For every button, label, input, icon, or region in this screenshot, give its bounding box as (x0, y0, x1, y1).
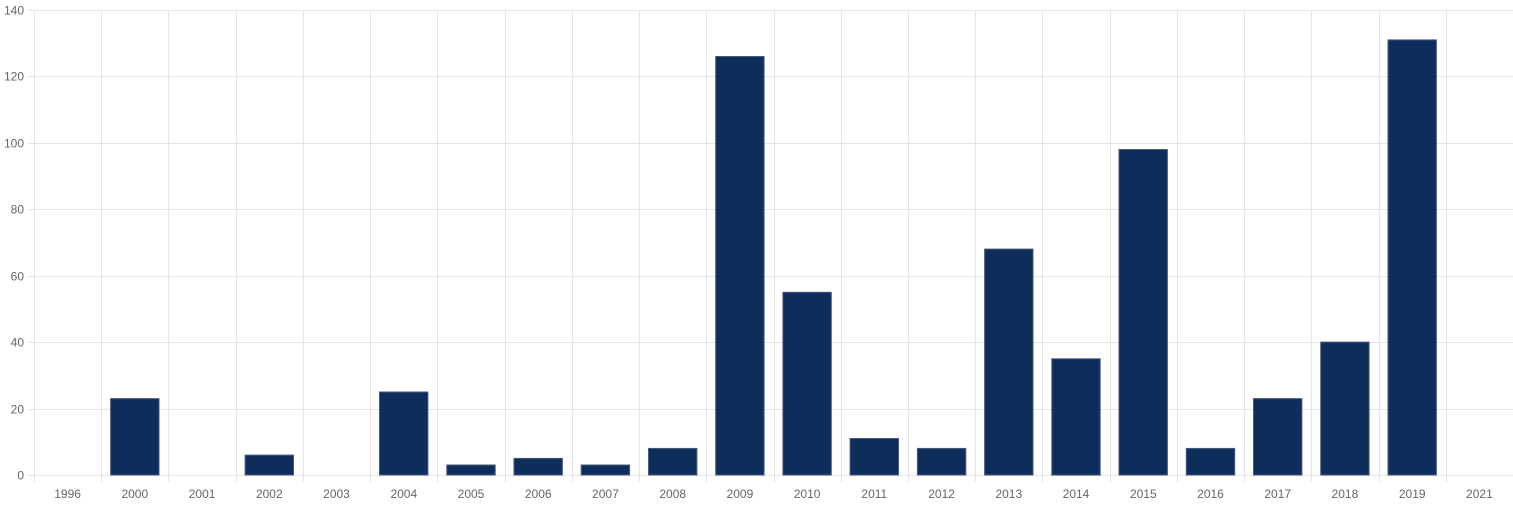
axis-layer: 0 20 40 60 80 100 120 140 1996 2000 2001 2002 2003 20… (4, 4, 1493, 502)
x-tick-label: 2008 (659, 487, 686, 501)
y-tick-label: 80 (11, 203, 25, 217)
y-tick-label: 140 (4, 4, 24, 18)
x-tick-label: 2021 (1466, 487, 1493, 501)
bar-2016 (1185, 447, 1236, 476)
bar-2015 (1118, 149, 1168, 476)
x-tick-label: 2003 (323, 487, 350, 501)
x-tick-label: 2015 (1130, 487, 1157, 501)
y-tick-label: 60 (11, 270, 25, 284)
y-tick-label: 40 (11, 336, 25, 350)
bar-2014 (1051, 358, 1101, 476)
y-tick-label: 20 (11, 403, 25, 417)
x-tick-label: 2006 (525, 487, 552, 501)
x-tick-label: 2000 (121, 487, 148, 501)
bar-2010 (782, 291, 832, 476)
x-tick-label: 2018 (1332, 487, 1359, 501)
bar-2011 (849, 438, 899, 476)
bar-2012 (916, 447, 967, 476)
y-tick-label: 100 (4, 137, 24, 151)
x-tick-label: 2001 (189, 487, 216, 501)
bar-2005 (446, 464, 496, 476)
bar-2019 (1387, 39, 1437, 476)
bar-2000 (110, 398, 160, 476)
bar-2008 (648, 447, 698, 476)
x-tick-label: 1996 (54, 487, 81, 501)
bar-2002 (244, 454, 295, 476)
bar-2009 (715, 56, 765, 476)
x-tick-label: 2014 (1063, 487, 1090, 501)
y-tick-label: 120 (4, 70, 24, 84)
x-tick-label: 2002 (256, 487, 283, 501)
x-tick-label: 2009 (727, 487, 754, 501)
x-tick-label: 2019 (1399, 487, 1426, 501)
bar-2004 (379, 391, 429, 476)
bar-2006 (513, 457, 563, 476)
x-tick-label: 2016 (1197, 487, 1224, 501)
x-tick-label: 2012 (928, 487, 955, 501)
bar-2018 (1320, 341, 1370, 476)
bar-2017 (1253, 398, 1303, 476)
bar-2013 (984, 248, 1034, 476)
grid-layer (28, 10, 1513, 482)
x-tick-label: 2017 (1264, 487, 1291, 501)
bar-2007 (580, 464, 631, 476)
x-tick-label: 2013 (995, 487, 1022, 501)
x-tick-label: 2010 (794, 487, 821, 501)
x-tick-label: 2005 (458, 487, 485, 501)
x-tick-label: 2011 (861, 487, 887, 501)
bar-layer (110, 39, 1437, 476)
x-tick-label: 2004 (390, 487, 417, 501)
x-tick-label: 2007 (592, 487, 619, 501)
y-tick-label: 0 (17, 469, 24, 483)
